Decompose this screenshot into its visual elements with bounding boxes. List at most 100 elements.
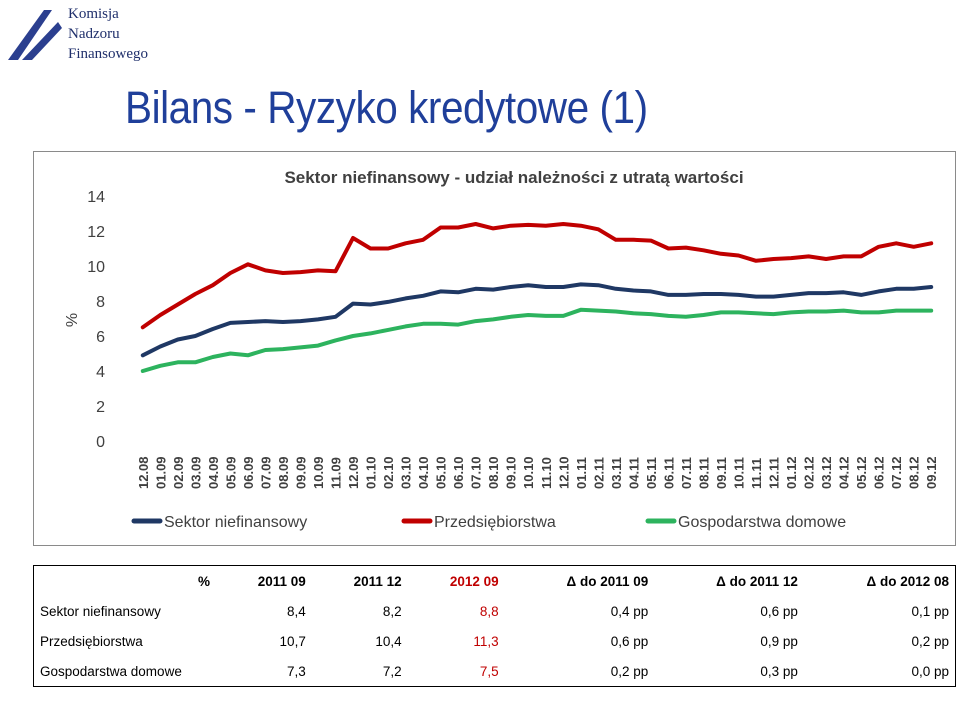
x-tick-label: 06.10: [451, 456, 466, 489]
x-tick-label: 05.12: [854, 456, 869, 489]
x-tick-label: 08.10: [486, 456, 501, 489]
x-tick-label: 09.12: [924, 456, 939, 489]
y-tick-label: 0: [96, 434, 105, 451]
x-tick-label: 01.10: [364, 456, 379, 489]
x-tick-label: 06.09: [241, 456, 256, 489]
y-tick-label: 14: [87, 189, 105, 206]
cell: 7,3: [287, 663, 306, 679]
y-tick-label: 12: [87, 224, 105, 241]
x-tick-label: 05.10: [434, 456, 449, 489]
y-tick-label: 10: [87, 259, 105, 276]
x-tick-label: 07.12: [889, 456, 904, 489]
x-tick-label: 09.11: [714, 457, 729, 489]
cell: 0,0 pp: [911, 663, 949, 679]
header-col: Δ do 2011 12: [716, 573, 798, 589]
x-tick-label: 12.10: [556, 456, 571, 489]
row-label: Sektor niefinansowy: [40, 603, 161, 619]
header-col: 2011 12: [353, 573, 402, 589]
header-col: 2011 09: [257, 573, 306, 589]
y-axis: 0 2 4 6 8 10 12 14: [87, 189, 105, 451]
cell-highlight: 11,3: [473, 633, 499, 649]
x-tick-label: 05.09: [223, 456, 238, 489]
x-tick-label: 02.12: [802, 456, 817, 489]
cell: 0,2 pp: [911, 633, 949, 649]
cell-highlight: 7,5: [479, 663, 499, 679]
x-tick-label: 04.12: [837, 456, 852, 489]
table-row: Przedsiębiorstwa 10,7 10,4 11,3 0,6 pp 0…: [34, 626, 956, 656]
cell-highlight: 8,8: [479, 603, 499, 619]
x-tick-label: 06.12: [872, 456, 887, 489]
cell: 0,4 pp: [610, 603, 649, 619]
x-tick-label: 11.10: [539, 457, 554, 489]
x-axis: 12.08 01.09 02.09 03.09 04.09 05.09 06.09 07.09…: [136, 456, 939, 489]
logo-line-3: Finansowego: [68, 46, 148, 62]
x-tick-label: 08.09: [276, 456, 291, 489]
table-header-row: % 2011 09 2011 12 2012 09 Δ do 2011 09 Δ…: [34, 566, 956, 597]
logo-line-1: Komisja: [68, 6, 119, 22]
x-tick-label: 01.12: [784, 456, 799, 489]
series-line-2: [140, 307, 934, 373]
row-label: Przedsiębiorstwa: [40, 633, 143, 649]
x-tick-label: 05.11: [644, 457, 659, 489]
x-tick-label: 02.10: [381, 456, 396, 489]
x-tick-label: 02.09: [171, 456, 186, 489]
x-tick-label: 02.11: [591, 457, 606, 489]
cell: 10,7: [279, 633, 306, 649]
cell: 7,2: [382, 663, 402, 679]
cell: 0,9 pp: [760, 633, 798, 649]
legend-label: Sektor niefinansowy: [164, 514, 307, 531]
cell: 0,6 pp: [760, 603, 798, 619]
y-tick-label: 2: [96, 399, 105, 416]
x-tick-label: 01.09: [153, 456, 168, 489]
y-axis-label: %: [64, 313, 81, 327]
x-tick-label: 03.11: [609, 457, 624, 489]
cell: 0,6 pp: [610, 633, 649, 649]
cell: 10,4: [375, 633, 402, 649]
y-tick-label: 6: [96, 329, 105, 346]
x-tick-label: 09.09: [293, 456, 308, 489]
page-title: Bilans - Ryzyko kredytowe (1): [125, 82, 648, 133]
row-label: Gospodarstwa domowe: [40, 663, 182, 679]
y-tick-label: 4: [96, 364, 105, 381]
x-tick-label: 12.09: [346, 456, 361, 489]
header-col-highlight: 2012 09: [449, 573, 499, 589]
x-tick-label: 03.09: [188, 456, 203, 489]
x-tick-label: 07.09: [258, 456, 273, 489]
x-tick-label: 10.09: [311, 456, 326, 489]
chart-frame: Sektor niefinansowy - udział należności …: [33, 151, 956, 546]
series-group: [140, 222, 934, 373]
knf-logo: Komisja Nadzoru Finansowego: [4, 2, 204, 66]
y-tick-label: 8: [96, 294, 105, 311]
table-row: Gospodarstwa domowe 7,3 7,2 7,5 0,2 pp 0…: [34, 656, 956, 687]
x-tick-label: 12.08: [136, 456, 151, 489]
legend: Sektor niefinansowy Przedsiębiorstwa Gospo…: [131, 514, 846, 531]
x-tick-label: 11.11: [749, 458, 764, 489]
logo-line-2: Nadzoru: [68, 26, 120, 42]
cell: 0,2 pp: [610, 663, 649, 679]
x-tick-label: 10.11: [732, 457, 747, 489]
x-tick-label: 04.11: [626, 457, 641, 489]
cell: 8,4: [287, 603, 306, 619]
x-tick-label: 07.11: [679, 457, 694, 489]
line-chart: Sektor niefinansowy - udział należności …: [64, 168, 939, 531]
x-tick-label: 10.10: [521, 456, 536, 489]
x-tick-label: 07.10: [469, 456, 484, 489]
legend-label: Przedsiębiorstwa: [434, 514, 556, 531]
x-tick-label: 04.10: [416, 456, 431, 489]
summary-table: % 2011 09 2011 12 2012 09 Δ do 2011 09 Δ…: [33, 565, 956, 687]
x-tick-label: 03.12: [819, 456, 834, 489]
x-tick-label: 11.09: [329, 457, 344, 489]
header-unit: %: [197, 573, 210, 589]
header-col: Δ do 2011 09: [566, 573, 649, 589]
knf-logo-icon: [8, 10, 62, 60]
x-tick-label: 06.11: [661, 457, 676, 489]
series-line-1: [140, 222, 934, 330]
x-tick-label: 08.12: [907, 456, 922, 489]
cell: 0,3 pp: [760, 663, 798, 679]
chart-title: Sektor niefinansowy - udział należności …: [284, 168, 743, 187]
x-tick-label: 03.10: [399, 456, 414, 489]
cell: 0,1 pp: [911, 603, 949, 619]
table-row: Sektor niefinansowy 8,4 8,2 8,8 0,4 pp 0…: [34, 596, 956, 626]
series-line-0: [140, 282, 934, 358]
legend-label: Gospodarstwa domowe: [678, 514, 846, 531]
